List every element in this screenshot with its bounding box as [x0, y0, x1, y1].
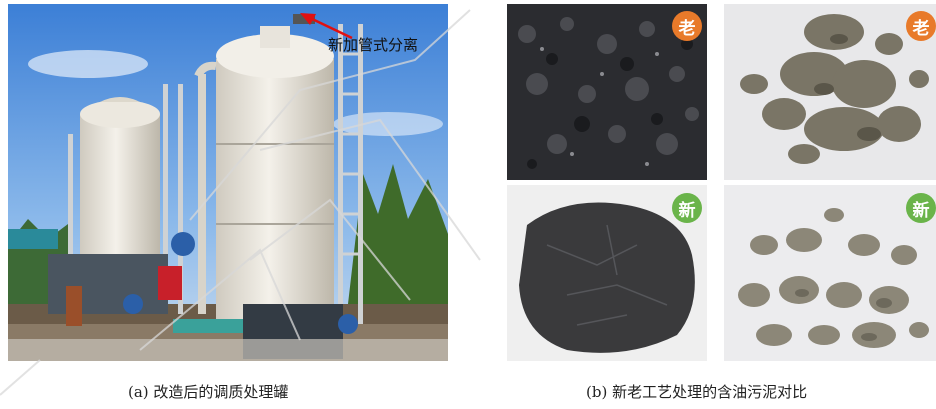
sludge-old-right [724, 4, 936, 180]
figure-b-caption: (b) 新老工艺处理的含油污泥对比 [586, 383, 808, 401]
new-tag-left: 新 [672, 193, 702, 223]
tank-photo [8, 4, 448, 361]
new-tag-right: 新 [906, 193, 936, 223]
tank-photo-illustration [8, 4, 448, 361]
annotation-label: 新加管式分离 [328, 36, 419, 54]
sludge-new-right [724, 185, 936, 361]
old-tag-left: 老 [672, 11, 702, 41]
old-process-sludge-lumps-image [724, 4, 936, 180]
old-tag-right: 老 [906, 11, 936, 41]
figure-a-caption: (a) 改造后的调质处理罐 [128, 383, 289, 401]
new-process-sludge-lumps-image [724, 185, 936, 361]
